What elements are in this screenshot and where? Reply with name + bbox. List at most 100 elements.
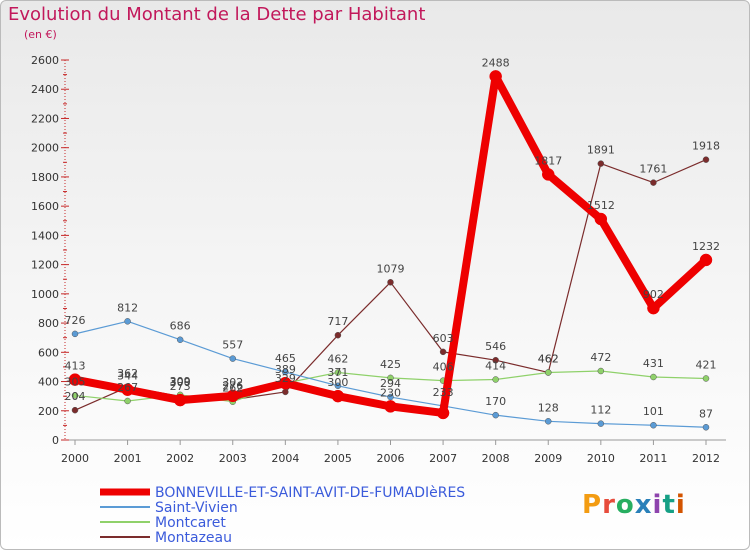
- data-label: 112: [590, 404, 611, 417]
- x-tick-label: 2009: [534, 452, 562, 465]
- data-point: [331, 389, 345, 403]
- data-point: [647, 301, 660, 315]
- x-tick-label: 2008: [482, 452, 510, 465]
- data-point: [229, 355, 236, 362]
- data-point: [387, 374, 394, 382]
- y-tick-label: 200: [38, 405, 59, 418]
- data-label: 425: [380, 358, 401, 371]
- data-label: 465: [275, 352, 296, 365]
- data-label: 305: [65, 375, 86, 388]
- x-tick-label: 2010: [587, 452, 615, 465]
- data-point: [176, 336, 184, 343]
- legend: BONNEVILLE-ET-SAINT-AVIT-DE-FUMADIèRESSa…: [100, 485, 465, 546]
- y-tick-label: 2400: [31, 83, 59, 96]
- data-label: 406: [433, 361, 454, 374]
- data-point: [121, 383, 134, 396]
- data-point: [492, 411, 499, 419]
- data-label: 2488: [482, 56, 510, 69]
- series-group: [68, 70, 713, 431]
- legend-label: Montcaret: [155, 515, 226, 531]
- data-label: 1512: [587, 199, 615, 212]
- y-tick-label: 1200: [31, 259, 59, 272]
- data-point: [650, 373, 657, 381]
- y-tick-label: 1000: [31, 288, 59, 301]
- data-label: 1232: [692, 240, 720, 253]
- data-point: [597, 367, 605, 375]
- data-label: 204: [65, 390, 86, 403]
- data-label: 362: [117, 367, 138, 380]
- data-label: 262: [222, 382, 243, 395]
- data-point: [439, 348, 447, 356]
- data-label: 389: [275, 363, 296, 376]
- data-label: 1918: [692, 140, 720, 153]
- data-label: 557: [222, 339, 243, 352]
- data-point: [702, 375, 710, 382]
- chart-title: Evolution du Montant de la Dette par Hab…: [8, 4, 426, 25]
- data-point: [702, 156, 710, 163]
- data-label: 726: [65, 314, 86, 327]
- y-tick-label: 800: [38, 317, 59, 330]
- data-label: 414: [485, 359, 506, 372]
- data-label: 230: [380, 386, 401, 399]
- data-point: [279, 376, 292, 390]
- x-tick-label: 2004: [271, 452, 299, 465]
- data-label: 462: [538, 352, 559, 365]
- data-point: [124, 318, 131, 325]
- x-tick-label: 2000: [61, 452, 89, 465]
- y-tick-label: 400: [38, 376, 59, 389]
- data-point: [387, 393, 394, 401]
- data-point: [702, 424, 710, 431]
- x-tick-label: 2003: [219, 452, 247, 465]
- data-label: 294: [380, 377, 401, 390]
- data-point: [545, 418, 552, 425]
- data-point: [492, 376, 499, 383]
- data-point: [384, 400, 397, 413]
- data-label: 603: [433, 332, 454, 345]
- y-tick-label: 1800: [31, 171, 59, 184]
- y-tick-label: 0: [52, 434, 59, 447]
- y-tick-label: 2200: [31, 112, 59, 125]
- data-label: 413: [65, 360, 86, 373]
- data-point: [334, 331, 342, 339]
- data-label: 276: [222, 380, 243, 393]
- data-point: [282, 368, 289, 376]
- data-label: 1761: [639, 163, 667, 176]
- data-label: 302: [222, 376, 243, 389]
- data-label: 233: [433, 386, 454, 399]
- data-label: 344: [117, 370, 138, 383]
- data-label: 1817: [534, 154, 562, 167]
- legend-label: Montazeau: [155, 530, 232, 546]
- data-label: 273: [170, 380, 191, 393]
- data-point: [650, 179, 657, 186]
- data-label: 87: [699, 407, 713, 420]
- data-point: [489, 70, 502, 83]
- y-tick-label: 1400: [31, 229, 59, 242]
- data-point: [71, 406, 79, 414]
- chart-subtitle: (en €): [24, 28, 57, 41]
- data-label: 300: [170, 376, 191, 389]
- x-tick-label: 2002: [166, 452, 194, 465]
- data-label: 812: [117, 301, 138, 314]
- data-point: [282, 388, 289, 396]
- data-label: 717: [327, 315, 348, 328]
- x-tick-label: 2001: [114, 452, 142, 465]
- x-tick-label: 2007: [429, 452, 457, 465]
- data-point: [334, 369, 342, 376]
- data-point: [650, 421, 657, 429]
- x-tick-label: 2006: [377, 452, 405, 465]
- data-point: [436, 406, 450, 420]
- data-point: [545, 369, 552, 376]
- data-label: 472: [590, 351, 611, 364]
- data-label: 462: [538, 352, 559, 365]
- y-tick-label: 2600: [31, 54, 59, 67]
- data-label: 546: [485, 340, 506, 353]
- data-label: 371: [327, 366, 348, 379]
- data-labels: 413 344 273 302 300 230 2488 1817 1512 902 1232 726…: [65, 56, 721, 420]
- data-point: [173, 393, 187, 407]
- data-label: 300: [327, 376, 348, 389]
- brand-logo: Proxiti: [582, 490, 686, 520]
- data-point: [699, 253, 713, 267]
- y-tick-label: 600: [38, 346, 59, 359]
